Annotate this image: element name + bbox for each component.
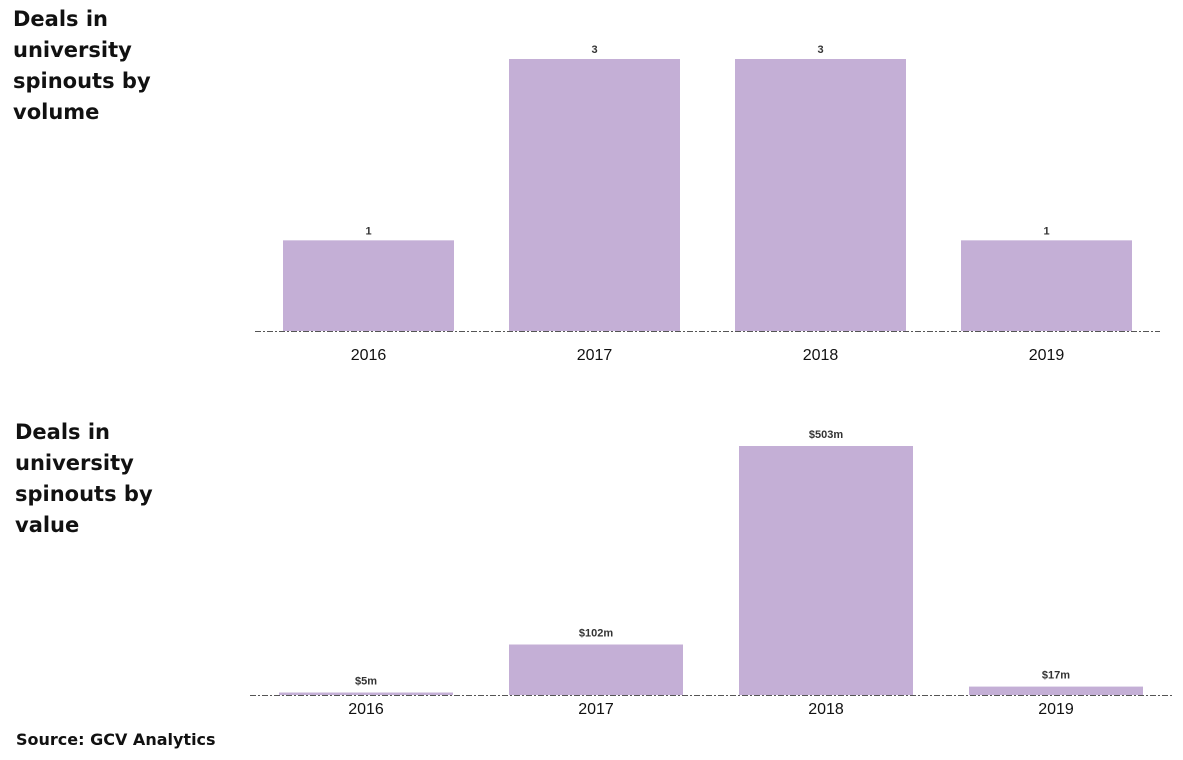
bar-2019 — [961, 240, 1132, 331]
bar-2019 — [969, 686, 1143, 695]
data-label-2016: 1 — [365, 225, 371, 237]
data-label-2018: 3 — [817, 44, 823, 56]
data-label-2018: $503m — [809, 429, 843, 441]
x-tick-label-2018: 2018 — [808, 701, 844, 718]
value-chart-title: Deals in university spinouts by value — [15, 420, 153, 537]
x-tick-label-2019: 2019 — [1038, 701, 1074, 718]
data-label-2016: $5m — [355, 676, 377, 688]
bar-2017 — [509, 644, 683, 695]
data-label-2017: $102m — [579, 628, 613, 640]
x-tick-label-2016: 2016 — [351, 347, 387, 364]
x-tick-label-2016: 2016 — [348, 701, 384, 718]
bar-2016 — [279, 692, 453, 695]
source-note: Source: GCV Analytics — [16, 730, 216, 749]
x-tick-label-2019: 2019 — [1029, 347, 1065, 364]
x-tick-label-2017: 2017 — [577, 347, 613, 364]
bar-2016 — [283, 240, 454, 331]
data-label-2017: 3 — [591, 44, 597, 56]
data-label-2019: 1 — [1043, 225, 1049, 237]
x-tick-label-2017: 2017 — [578, 701, 614, 718]
x-tick-label-2018: 2018 — [803, 347, 839, 364]
data-label-2019: $17m — [1042, 670, 1070, 682]
bar-2018 — [735, 59, 906, 331]
volume-chart-title: Deals in university spinouts by volume — [13, 7, 151, 124]
bar-2017 — [509, 59, 680, 331]
bar-2018 — [739, 446, 913, 695]
